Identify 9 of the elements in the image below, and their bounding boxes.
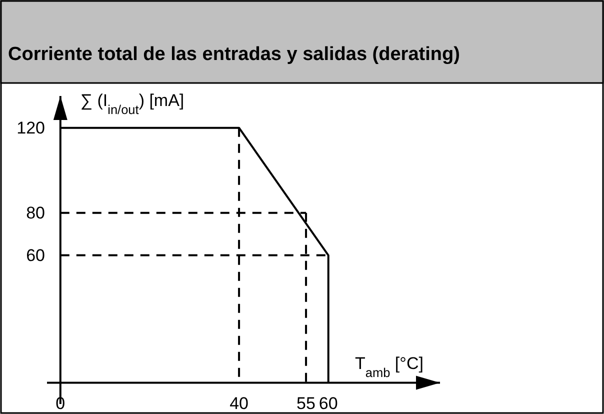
x-tick-label: 40 [230, 394, 248, 413]
y-axis-title: ∑ (I$_{in/out}$) [mA] [80, 91, 184, 116]
y-tick-label: 80 [26, 203, 45, 222]
x-tick-label: 55 [296, 394, 316, 413]
y-tick-label: 120 [16, 118, 45, 138]
y-tick-label: 60 [26, 246, 45, 265]
x-axis-title: T$_{amb}$ [°C] [355, 354, 424, 380]
x-tick-label: 60 [318, 394, 338, 413]
chart-title: Corriente total de las entradas y salidas (derating) [8, 44, 460, 65]
